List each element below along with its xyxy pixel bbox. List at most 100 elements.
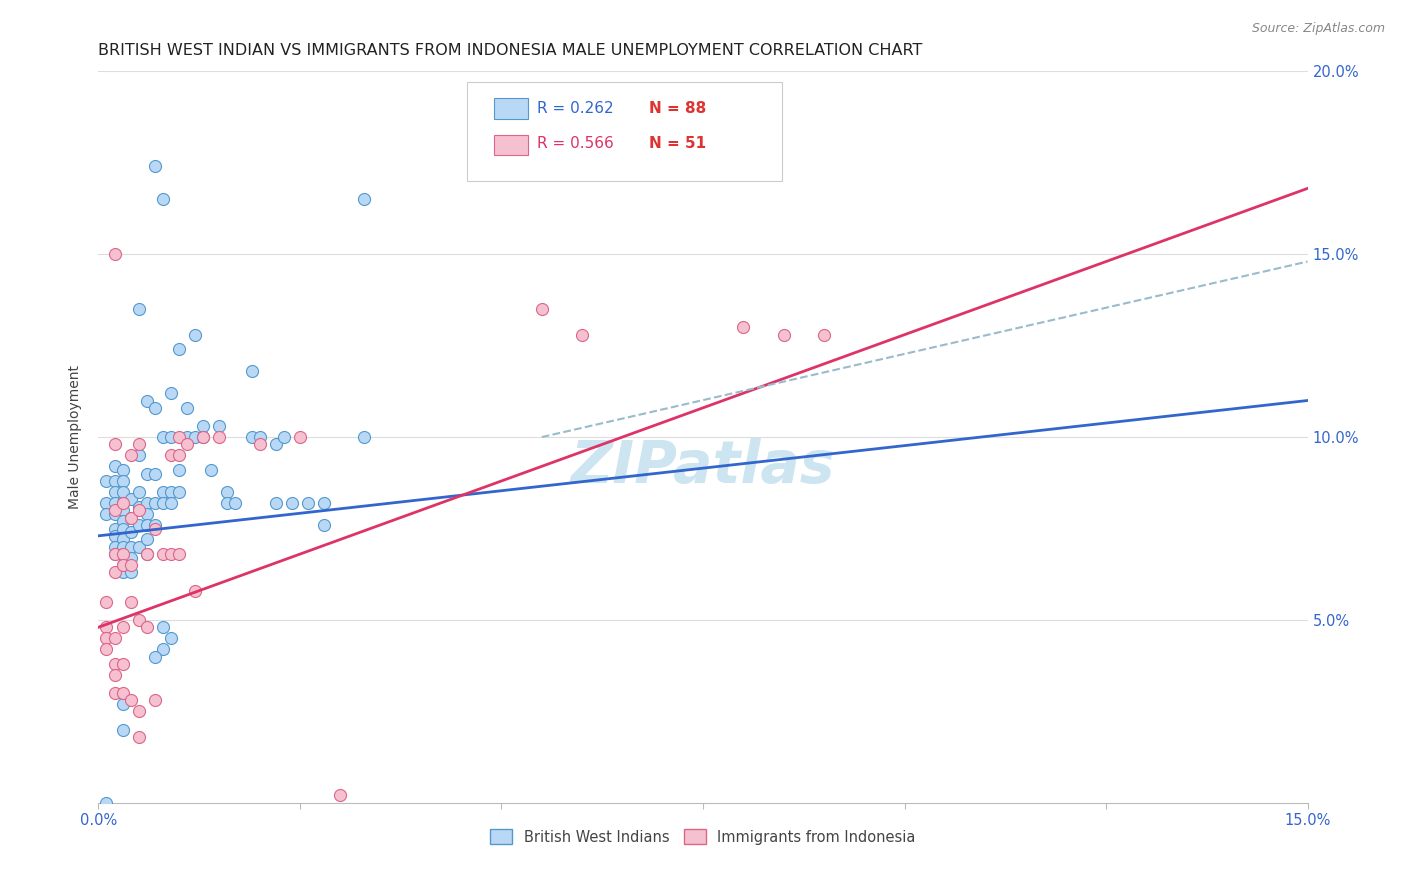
Point [111,540,134,554]
Point [264,437,287,451]
FancyBboxPatch shape [494,98,527,119]
Point [135,547,157,561]
Point [160,547,183,561]
FancyBboxPatch shape [467,82,782,181]
Point [111,521,134,535]
Point [143,496,166,510]
Text: N = 88: N = 88 [648,101,706,116]
Point [193,430,215,444]
Point [160,448,183,462]
Point [167,448,190,462]
Point [111,657,134,671]
Point [128,517,150,532]
Point [128,301,150,317]
Point [353,430,375,444]
Point [184,430,207,444]
Point [103,632,125,646]
Legend: British West Indians, Immigrants from Indonesia: British West Indians, Immigrants from In… [484,823,922,850]
Point [152,485,174,500]
Point [152,496,174,510]
FancyBboxPatch shape [494,135,527,155]
Point [120,448,142,462]
Point [160,496,183,510]
Point [135,533,157,547]
Point [103,667,125,681]
Point [96,620,118,634]
Point [143,401,166,415]
Point [143,693,166,707]
Point [143,649,166,664]
Point [264,496,287,510]
Point [135,467,157,481]
Point [813,327,835,342]
Point [111,723,134,737]
Point [96,507,118,521]
Point [111,558,134,573]
Point [249,430,271,444]
Point [111,686,134,700]
Point [96,474,118,488]
Point [217,485,239,500]
Point [111,496,134,510]
Point [111,485,134,500]
Point [96,594,118,608]
Point [733,320,755,334]
Text: R = 0.566: R = 0.566 [537,136,614,152]
Text: N = 51: N = 51 [648,136,706,152]
Point [103,437,125,451]
Point [120,558,142,573]
Point [208,419,231,434]
Point [111,463,134,477]
Point [167,485,190,500]
Point [240,430,263,444]
Point [143,521,166,535]
Point [152,620,174,634]
Point [135,393,157,408]
Point [135,507,157,521]
Point [772,327,794,342]
Point [111,547,134,561]
Point [208,430,231,444]
Point [111,558,134,573]
Point [176,401,198,415]
Point [128,730,150,744]
Point [152,430,174,444]
Y-axis label: Male Unemployment: Male Unemployment [69,365,83,509]
Point [135,496,157,510]
Point [111,697,134,711]
Text: BRITISH WEST INDIAN VS IMMIGRANTS FROM INDONESIA MALE UNEMPLOYMENT CORRELATION C: BRITISH WEST INDIAN VS IMMIGRANTS FROM I… [98,43,922,58]
Point [184,583,207,598]
Point [120,594,142,608]
Point [120,510,142,524]
Point [167,463,190,477]
Point [167,343,190,357]
Point [176,437,198,451]
Point [128,540,150,554]
Point [193,419,215,434]
Point [103,521,125,535]
Point [184,327,207,342]
Point [96,642,118,657]
Point [167,547,190,561]
Point [96,496,118,510]
Point [103,496,125,510]
Point [200,463,222,477]
Point [288,430,311,444]
Point [160,430,183,444]
Point [111,533,134,547]
Point [135,547,157,561]
Point [96,632,118,646]
Point [103,474,125,488]
Point [103,547,125,561]
Point [135,517,157,532]
Point [160,632,183,646]
Point [281,496,304,510]
Point [103,547,125,561]
Point [152,547,174,561]
Point [273,430,295,444]
Point [240,364,263,378]
Point [120,510,142,524]
Point [314,517,336,532]
Point [128,613,150,627]
Point [152,642,174,657]
